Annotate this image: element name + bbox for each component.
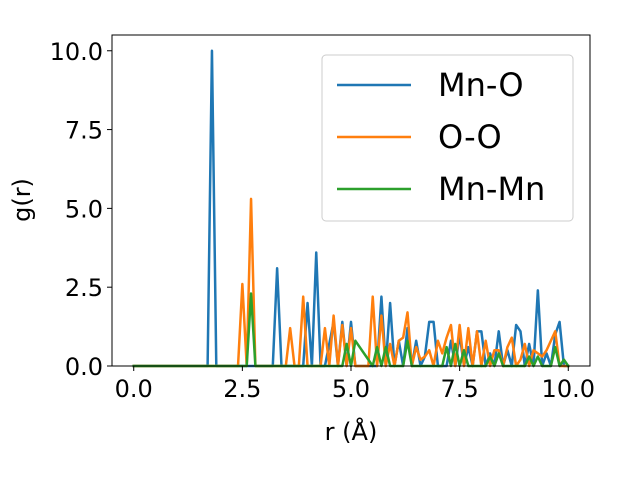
legend-label-mn-o: Mn-O bbox=[438, 66, 524, 104]
legend-box bbox=[321, 54, 574, 222]
x-tick-label: 0.0 bbox=[115, 375, 153, 403]
y-tick-label: 7.5 bbox=[65, 117, 103, 145]
x-axis-ticks: 0.0 2.5 5.0 7.5 10.0 bbox=[115, 366, 595, 403]
x-tick-label: 5.0 bbox=[332, 375, 370, 403]
legend: Mn-O O-O Mn-Mn bbox=[321, 54, 574, 222]
y-axis-label: g(r) bbox=[8, 178, 36, 222]
y-tick-label: 10.0 bbox=[50, 38, 103, 66]
x-tick-label: 2.5 bbox=[223, 375, 261, 403]
legend-items: Mn-O O-O Mn-Mn bbox=[337, 66, 545, 208]
x-tick-label: 7.5 bbox=[441, 375, 479, 403]
series-line-mn-mn bbox=[132, 292, 571, 368]
x-axis-label: r (Å) bbox=[325, 417, 378, 446]
y-tick-label: 2.5 bbox=[65, 274, 103, 302]
legend-label-o-o: O-O bbox=[438, 118, 502, 156]
series-line-o-o bbox=[132, 197, 570, 368]
legend-label-mn-mn: Mn-Mn bbox=[438, 170, 545, 208]
y-tick-label: 5.0 bbox=[65, 195, 103, 223]
x-tick-label: 10.0 bbox=[542, 375, 595, 403]
y-axis-ticks: 0.0 2.5 5.0 7.5 10.0 bbox=[50, 38, 112, 381]
y-tick-label: 0.0 bbox=[65, 353, 103, 381]
